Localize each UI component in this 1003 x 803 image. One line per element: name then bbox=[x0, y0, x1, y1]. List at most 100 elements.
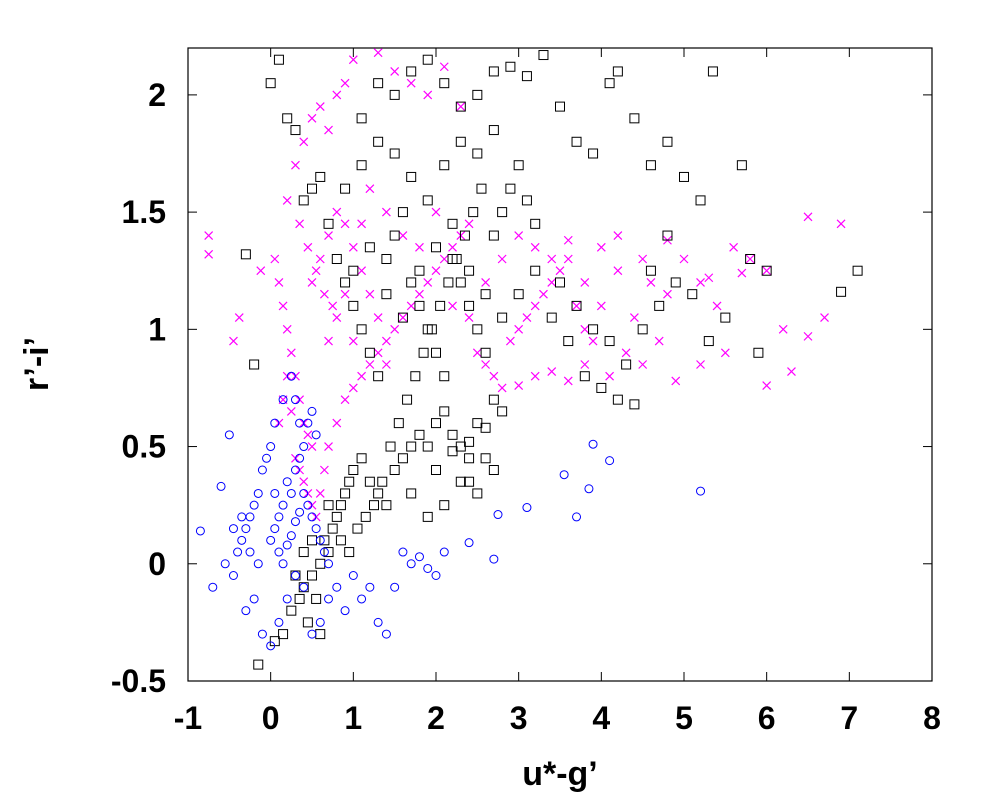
data-point-square bbox=[393, 418, 404, 429]
data-point-x bbox=[348, 55, 358, 65]
data-point-square bbox=[307, 535, 317, 546]
data-point-x bbox=[348, 383, 358, 393]
data-point-circle bbox=[324, 594, 334, 604]
data-point-circle bbox=[286, 531, 296, 541]
data-point-square bbox=[464, 476, 475, 487]
data-point-x bbox=[803, 331, 813, 341]
data-point-square bbox=[662, 230, 673, 241]
data-point-square bbox=[439, 406, 450, 417]
data-point-x bbox=[431, 266, 441, 276]
data-point-square bbox=[604, 336, 615, 347]
data-point-square bbox=[331, 254, 342, 264]
data-point-circle bbox=[286, 371, 296, 381]
data-point-circle bbox=[257, 465, 267, 475]
data-point-square bbox=[431, 347, 441, 358]
data-point-x bbox=[696, 278, 705, 287]
data-point-x bbox=[282, 324, 292, 334]
data-point-x bbox=[704, 273, 714, 283]
data-point-circle bbox=[307, 512, 317, 522]
data-point-square bbox=[422, 195, 433, 206]
data-point-square bbox=[331, 511, 342, 522]
data-point-x bbox=[319, 289, 329, 299]
data-point-circle bbox=[431, 571, 441, 580]
data-point-x bbox=[448, 301, 457, 311]
data-point-square bbox=[422, 54, 433, 65]
data-point-x bbox=[307, 278, 317, 287]
data-point-x bbox=[204, 249, 214, 259]
data-point-x bbox=[563, 235, 573, 245]
data-point-square bbox=[397, 312, 408, 323]
data-point-circle bbox=[303, 418, 313, 428]
data-point-x bbox=[439, 254, 449, 264]
data-point-x bbox=[621, 348, 631, 358]
data-point-square bbox=[315, 629, 326, 640]
data-point-circle bbox=[311, 430, 321, 440]
data-point-square bbox=[414, 429, 425, 440]
data-point-x bbox=[638, 254, 648, 264]
data-point-circle bbox=[295, 418, 305, 428]
data-point-square bbox=[286, 605, 297, 616]
data-point-x bbox=[348, 336, 358, 346]
y-tick-label: -0.5 bbox=[111, 663, 166, 699]
data-point-square bbox=[695, 195, 706, 206]
x-tick-label: 0 bbox=[262, 700, 280, 736]
data-point-square bbox=[323, 218, 334, 229]
data-point-square bbox=[364, 476, 375, 487]
data-point-x bbox=[505, 336, 515, 346]
data-point-square bbox=[389, 89, 400, 100]
data-point-x bbox=[315, 489, 325, 498]
data-point-circle bbox=[439, 547, 449, 557]
data-point-square bbox=[302, 617, 313, 628]
data-point-x bbox=[398, 231, 408, 240]
data-point-circle bbox=[303, 500, 313, 510]
data-point-x bbox=[596, 242, 606, 252]
data-point-x bbox=[340, 78, 350, 88]
data-point-x bbox=[489, 371, 499, 381]
data-point-circle bbox=[228, 571, 238, 580]
data-point-square bbox=[356, 324, 367, 335]
data-point-square bbox=[707, 66, 718, 77]
data-point-square bbox=[472, 89, 483, 100]
data-point-x bbox=[299, 137, 309, 147]
data-point-square bbox=[538, 50, 549, 61]
data-point-square bbox=[447, 446, 458, 457]
data-point-x bbox=[332, 313, 342, 323]
data-point-square bbox=[753, 347, 764, 358]
data-point-x bbox=[563, 254, 573, 264]
data-point-x bbox=[278, 301, 288, 311]
data-point-x bbox=[406, 301, 416, 311]
data-point-circle bbox=[319, 547, 329, 557]
data-point-x bbox=[613, 231, 623, 240]
data-point-square bbox=[455, 277, 466, 288]
data-point-x bbox=[234, 313, 244, 323]
data-point-x bbox=[497, 383, 507, 393]
data-point-square bbox=[323, 547, 334, 558]
data-point-square bbox=[505, 183, 516, 194]
data-point-x bbox=[270, 254, 280, 264]
data-point-circle bbox=[572, 512, 582, 522]
data-point-square bbox=[439, 160, 450, 171]
data-point-square bbox=[546, 312, 557, 323]
data-point-square bbox=[604, 78, 615, 89]
data-point-circle bbox=[224, 430, 234, 440]
data-point-x bbox=[373, 313, 383, 323]
data-point-x bbox=[448, 242, 457, 252]
data-point-x bbox=[340, 219, 350, 229]
data-point-x bbox=[315, 102, 325, 112]
data-point-x bbox=[315, 254, 325, 264]
data-point-circle bbox=[373, 617, 383, 627]
data-point-square bbox=[745, 254, 756, 264]
data-point-square bbox=[406, 171, 417, 182]
data-point-x bbox=[737, 268, 747, 278]
data-point-circle bbox=[315, 535, 325, 545]
data-point-square bbox=[488, 230, 499, 241]
data-point-x bbox=[423, 90, 433, 100]
data-point-circle bbox=[588, 439, 598, 449]
data-point-circle bbox=[249, 594, 259, 604]
data-point-x bbox=[539, 289, 548, 299]
data-point-x bbox=[580, 278, 590, 287]
data-point-circle bbox=[311, 524, 321, 534]
data-point-square bbox=[513, 289, 524, 300]
y-tick-label: 0 bbox=[148, 546, 166, 582]
data-point-square bbox=[431, 465, 441, 475]
